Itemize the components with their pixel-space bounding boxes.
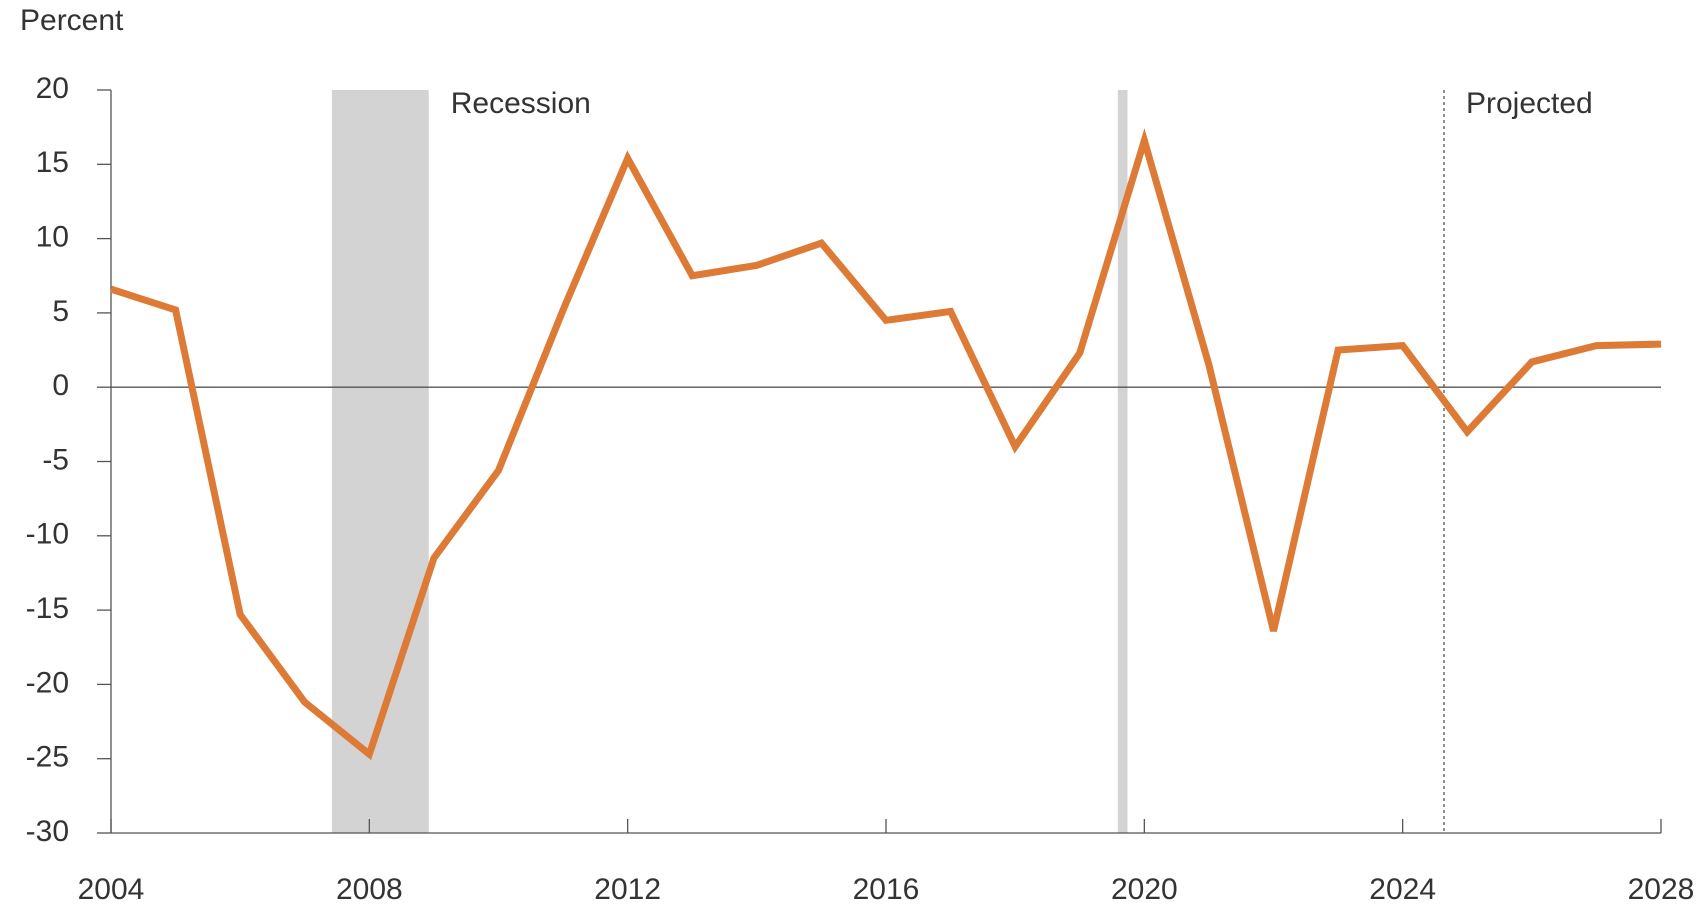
shaded-region xyxy=(331,90,429,833)
x-tick-label: 2008 xyxy=(336,873,403,906)
y-tick-label: -30 xyxy=(26,815,69,848)
y-tick-label: 10 xyxy=(36,221,69,254)
y-tick-label: -15 xyxy=(26,592,69,625)
y-tick-label: -10 xyxy=(26,518,69,551)
y-tick-label: -20 xyxy=(26,666,69,699)
x-tick-label: 2020 xyxy=(1111,873,1178,906)
y-tick-label: -25 xyxy=(26,741,69,774)
y-axis-label: Percent xyxy=(20,4,124,37)
y-tick-label: 5 xyxy=(52,295,69,328)
x-tick-label: 2028 xyxy=(1628,873,1695,906)
x-tick-label: 2004 xyxy=(78,873,145,906)
shaded-region xyxy=(1117,90,1128,833)
y-tick-label: 15 xyxy=(36,146,69,179)
annotation: Projected xyxy=(1466,87,1593,120)
y-tick-label: 0 xyxy=(52,369,69,402)
y-tick-label: 20 xyxy=(36,72,69,105)
x-tick-label: 2016 xyxy=(853,873,920,906)
data-line xyxy=(109,128,1662,761)
annotation: Recession xyxy=(451,87,591,120)
y-tick-label: -5 xyxy=(42,443,69,476)
x-tick-label: 2012 xyxy=(594,873,661,906)
x-tick-label: 2024 xyxy=(1369,873,1436,906)
